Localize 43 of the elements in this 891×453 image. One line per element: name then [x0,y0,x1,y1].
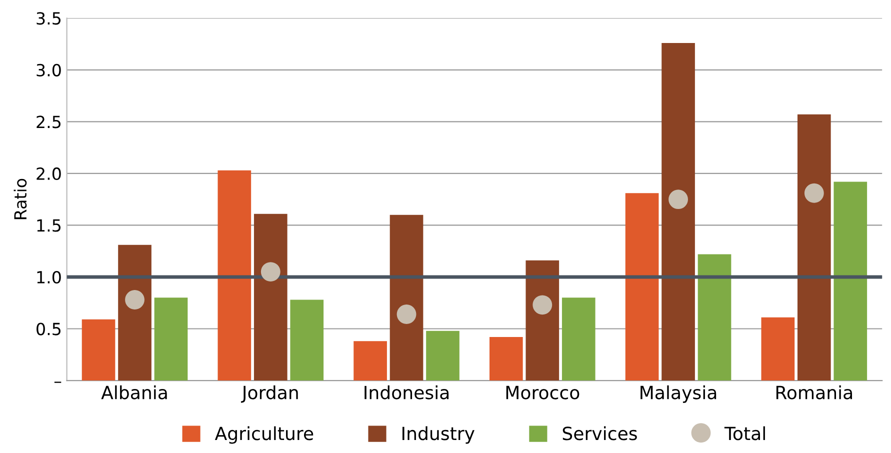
x-tick-label: Morocco [506,386,580,400]
x-tick-label: Malaysia [640,385,716,403]
y-tick-label: 2.5 [36,116,61,128]
bar [254,214,288,381]
y-tick-label: 2.0 [36,167,61,180]
bar [834,182,868,381]
y-tick-label: – [54,382,62,383]
point [532,295,552,315]
legend-label: Services [562,426,637,440]
legend-label: Total [724,426,765,440]
bar [154,298,188,381]
bar [218,170,252,381]
y-tick-label: 3.0 [36,64,61,76]
bar [118,244,152,381]
bar [797,114,831,381]
point [260,262,280,282]
x-tick-label: Jordan [240,385,298,403]
point [668,190,688,210]
bar [426,330,460,381]
x-tick-label: Indonesia [364,385,449,400]
bar [390,214,424,381]
bar [698,254,732,381]
point [804,183,824,203]
y-tick-label: 3.5 [36,12,61,25]
y-tick-label: 0.5 [36,322,61,336]
y-tick-label: 1.5 [37,219,61,232]
bar [662,42,695,381]
y-axis-title: Ratio [14,178,27,220]
bar [526,260,560,381]
bar [625,193,659,381]
legend-label: Industry [402,426,474,444]
bar [82,319,116,381]
x-tick-label: Albania [101,385,167,400]
bar [761,317,795,381]
bar [354,341,387,381]
bar [562,298,596,381]
bar [290,300,324,381]
x-tick-label: Romania [776,385,852,400]
bar [489,337,523,381]
point [396,304,416,324]
legend-label: Agriculture [214,426,314,444]
point [125,290,144,310]
y-tick-label: 1.0 [37,270,61,284]
